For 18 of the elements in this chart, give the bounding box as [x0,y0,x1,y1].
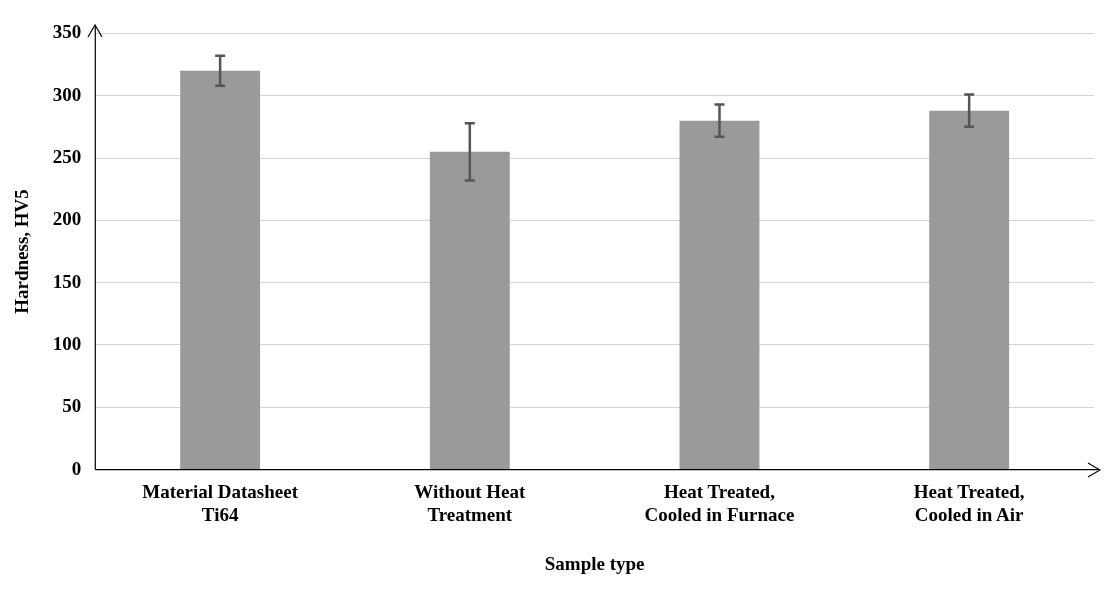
bar [929,110,1010,470]
bar [679,120,760,470]
y-tick-label: 200 [52,208,82,230]
x-tick-label: Material Datasheet Ti64 [142,480,299,525]
y-tick-label: 350 [52,21,82,43]
bar [180,70,261,470]
y-tick-label: 0 [71,457,82,479]
x-tick-label: Heat Treated, Cooled in Furnace [644,480,795,525]
y-tick-label: 50 [62,395,82,417]
x-tick-label: Heat Treated, Cooled in Air [913,480,1025,525]
y-tick-label: 150 [52,270,82,292]
y-axis-title: Hardness, HV5 [11,189,33,314]
x-axis-title: Sample type [544,552,645,574]
bar [429,151,510,470]
y-tick-label: 300 [52,83,82,105]
x-tick-label: Without Heat Treatment [414,480,526,525]
y-tick-label: 250 [52,145,82,167]
y-tick-label: 100 [52,332,82,354]
